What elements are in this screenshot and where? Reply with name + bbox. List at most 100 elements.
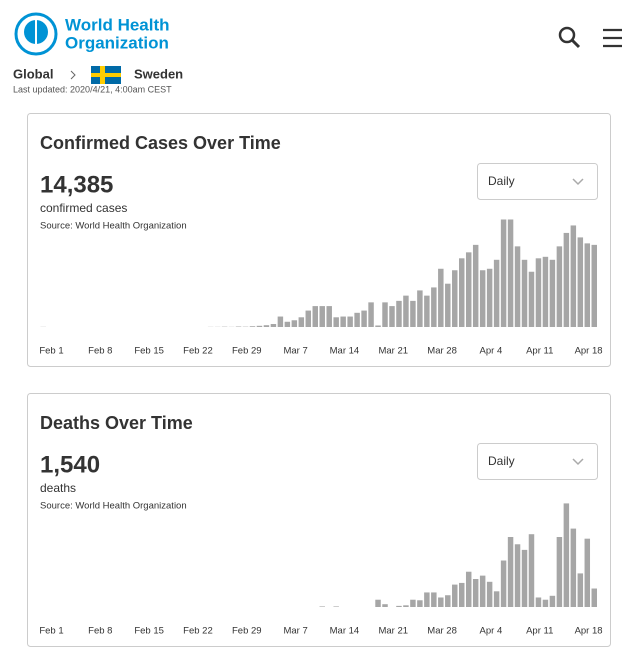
bar bbox=[577, 237, 584, 327]
bar bbox=[591, 588, 597, 607]
flag-cross bbox=[91, 73, 121, 77]
bar bbox=[465, 252, 472, 327]
bar bbox=[347, 316, 353, 327]
x-tick-label: Mar 28 bbox=[427, 346, 457, 357]
bar bbox=[472, 244, 479, 327]
bar bbox=[556, 537, 563, 607]
bar bbox=[521, 259, 528, 327]
x-tick-label: Apr 18 bbox=[575, 346, 603, 357]
dropdown[interactable]: Daily bbox=[477, 163, 598, 200]
bar bbox=[452, 270, 458, 327]
card: Deaths Over Time 1,540 deaths Source: World… bbox=[27, 393, 611, 647]
bar bbox=[382, 302, 388, 327]
dropdown[interactable]: Daily bbox=[477, 443, 598, 480]
dropdown-box bbox=[477, 443, 598, 480]
x-tick-label: Mar 14 bbox=[330, 346, 360, 357]
bar bbox=[354, 312, 360, 327]
bar bbox=[514, 544, 521, 607]
bar bbox=[493, 259, 500, 327]
source: Source: World Health Organization bbox=[40, 501, 187, 512]
x-tick-label: Feb 1 bbox=[39, 346, 63, 357]
bar bbox=[417, 600, 423, 607]
x-tick-label: Feb 29 bbox=[232, 346, 262, 357]
cards: Confirmed Cases Over Time 14,385 confirmed… bbox=[27, 113, 611, 647]
total: 14,385 bbox=[40, 171, 113, 198]
search-lens bbox=[558, 26, 576, 44]
bar bbox=[326, 306, 332, 327]
bar bbox=[438, 597, 444, 607]
bar bbox=[291, 320, 298, 327]
x-tick-label: Feb 29 bbox=[232, 626, 262, 637]
who-logo[interactable]: World Health Organization bbox=[14, 12, 170, 56]
total-label: deaths bbox=[40, 481, 76, 495]
x-tick-label: Feb 22 bbox=[183, 346, 213, 357]
bar bbox=[570, 225, 577, 327]
x-tick-label: Mar 21 bbox=[378, 346, 408, 357]
bar bbox=[542, 599, 549, 607]
bar bbox=[382, 604, 388, 607]
bar bbox=[584, 243, 591, 327]
bar bbox=[263, 325, 270, 327]
logo-ring bbox=[14, 12, 58, 56]
bar bbox=[403, 295, 409, 327]
bar bbox=[521, 549, 528, 607]
bar bbox=[340, 316, 346, 327]
bar bbox=[465, 571, 472, 607]
bar bbox=[396, 605, 402, 607]
bar bbox=[445, 283, 451, 327]
x-tick-label: Apr 4 bbox=[480, 626, 503, 637]
bar bbox=[493, 591, 500, 607]
x-tick-label: Feb 8 bbox=[88, 346, 112, 357]
bar bbox=[424, 592, 430, 607]
bar bbox=[312, 306, 318, 327]
bar bbox=[528, 271, 535, 327]
dropdown-box bbox=[477, 163, 598, 200]
bar bbox=[514, 246, 521, 327]
breadcrumb-country: Sweden bbox=[134, 66, 183, 81]
x-tick-label: Mar 7 bbox=[283, 346, 307, 357]
bar bbox=[438, 268, 444, 327]
x-tick-label: Apr 11 bbox=[526, 626, 553, 637]
bar bbox=[535, 258, 542, 327]
bar bbox=[417, 290, 423, 327]
dropdown-value: Daily bbox=[488, 174, 515, 188]
bar bbox=[305, 310, 312, 327]
x-tick-label: Apr 11 bbox=[526, 346, 553, 357]
search-icon[interactable] bbox=[558, 26, 581, 49]
bar bbox=[424, 295, 430, 327]
bar bbox=[528, 534, 535, 607]
source: Source: World Health Organization bbox=[40, 221, 187, 232]
bar bbox=[375, 599, 381, 607]
org-name: World Health bbox=[65, 15, 170, 34]
bar bbox=[563, 503, 570, 607]
search-handle bbox=[570, 38, 581, 49]
bar bbox=[570, 528, 577, 607]
bar bbox=[549, 259, 556, 327]
bar bbox=[249, 326, 256, 327]
x-tick-label: Apr 4 bbox=[480, 346, 503, 357]
x-tick-label: Mar 14 bbox=[330, 626, 360, 637]
bar bbox=[256, 325, 263, 327]
bar bbox=[486, 268, 493, 327]
bar bbox=[584, 538, 591, 607]
x-tick-label: Feb 15 bbox=[134, 626, 164, 637]
bar bbox=[486, 581, 493, 607]
sweden-flag bbox=[91, 66, 121, 84]
bar bbox=[507, 219, 514, 327]
menu-icon[interactable] bbox=[603, 28, 622, 48]
x-tick-label: Feb 15 bbox=[134, 346, 164, 357]
breadcrumb-root[interactable]: Global bbox=[13, 66, 53, 81]
bar bbox=[452, 584, 458, 607]
card-frame bbox=[27, 393, 611, 647]
bar bbox=[500, 560, 507, 607]
bar bbox=[479, 270, 486, 327]
x-tick-label: Feb 22 bbox=[183, 626, 213, 637]
x-tick-label: Feb 1 bbox=[39, 626, 63, 637]
bar bbox=[410, 300, 416, 327]
bar bbox=[459, 582, 465, 607]
x-tick-label: Apr 18 bbox=[575, 626, 603, 637]
bar bbox=[333, 317, 339, 327]
bar bbox=[431, 592, 437, 607]
